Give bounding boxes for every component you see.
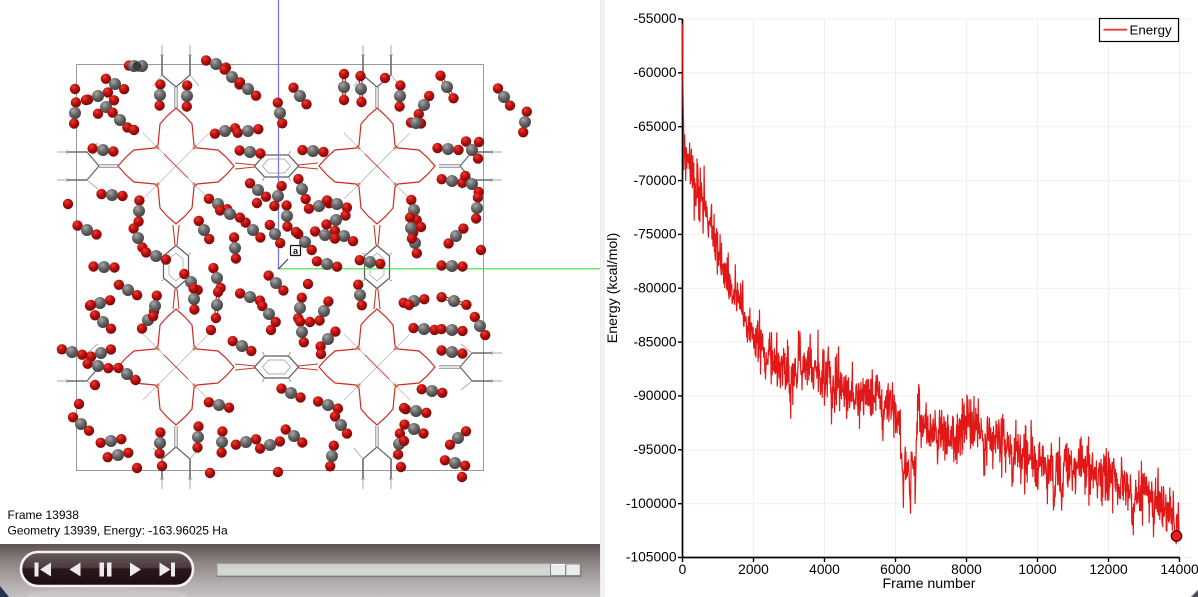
- svg-text:-75000: -75000: [634, 227, 677, 242]
- svg-text:4000: 4000: [809, 562, 840, 577]
- svg-text:6000: 6000: [880, 562, 911, 577]
- svg-text:10000: 10000: [1018, 562, 1057, 577]
- svg-text:-90000: -90000: [634, 388, 677, 403]
- svg-text:-70000: -70000: [634, 173, 677, 188]
- svg-text:-85000: -85000: [634, 334, 677, 349]
- svg-text:12000: 12000: [1089, 562, 1128, 577]
- svg-text:Energy (kcal/mol): Energy (kcal/mol): [605, 233, 621, 343]
- svg-text:-60000: -60000: [634, 65, 677, 80]
- svg-text:Energy: Energy: [1130, 22, 1172, 37]
- svg-text:Frame 13938: Frame 13938: [8, 508, 80, 522]
- svg-text:0: 0: [679, 562, 687, 577]
- svg-text:-100000: -100000: [626, 496, 677, 511]
- svg-text:-95000: -95000: [634, 442, 677, 457]
- svg-text:-55000: -55000: [634, 11, 677, 26]
- svg-text:a: a: [293, 246, 299, 256]
- svg-text:2000: 2000: [738, 562, 769, 577]
- svg-text:-80000: -80000: [634, 280, 677, 295]
- svg-text:-65000: -65000: [634, 119, 677, 134]
- svg-text:Geometry 13939, Energy: -163.9: Geometry 13939, Energy: -163.96025 Ha: [8, 524, 228, 538]
- svg-text:14000: 14000: [1160, 562, 1198, 577]
- svg-text:-105000: -105000: [626, 550, 677, 565]
- svg-text:Frame number: Frame number: [882, 576, 975, 592]
- svg-text:8000: 8000: [951, 562, 982, 577]
